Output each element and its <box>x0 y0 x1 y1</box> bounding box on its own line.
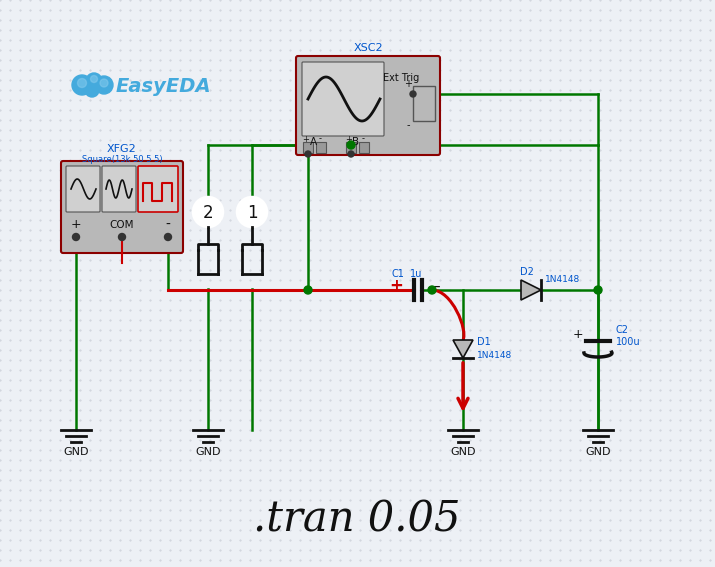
Text: D1: D1 <box>477 337 490 347</box>
Text: GND: GND <box>586 447 611 457</box>
Bar <box>413 86 435 121</box>
Circle shape <box>347 141 355 149</box>
Text: EasyEDA: EasyEDA <box>116 78 212 96</box>
Circle shape <box>594 286 602 294</box>
Text: 1u: 1u <box>410 269 422 279</box>
Text: -: - <box>406 120 410 130</box>
Polygon shape <box>453 340 473 358</box>
Circle shape <box>100 79 108 87</box>
FancyBboxPatch shape <box>102 166 136 212</box>
FancyBboxPatch shape <box>296 56 440 155</box>
Text: Square(13k 50 5 5): Square(13k 50 5 5) <box>82 154 162 163</box>
Circle shape <box>95 76 113 94</box>
Text: +: + <box>345 134 352 143</box>
Circle shape <box>304 286 312 294</box>
Text: –: – <box>432 278 440 294</box>
Text: COM: COM <box>109 220 134 230</box>
Text: C2: C2 <box>616 325 629 335</box>
Text: A: A <box>310 137 317 147</box>
Circle shape <box>428 286 436 294</box>
Text: GND: GND <box>195 447 221 457</box>
Text: .tran 0.05: .tran 0.05 <box>253 499 460 541</box>
FancyBboxPatch shape <box>61 161 183 253</box>
Text: XSC2: XSC2 <box>353 43 383 53</box>
FancyBboxPatch shape <box>138 166 178 212</box>
Circle shape <box>237 197 267 227</box>
Bar <box>346 142 356 153</box>
Polygon shape <box>521 280 541 300</box>
Circle shape <box>193 197 223 227</box>
Text: C1: C1 <box>392 269 405 279</box>
Text: +: + <box>389 277 403 295</box>
Text: B: B <box>352 137 360 147</box>
Circle shape <box>72 234 79 240</box>
Text: GND: GND <box>63 447 89 457</box>
Text: -: - <box>166 218 170 232</box>
Text: XFG2: XFG2 <box>107 144 137 154</box>
Text: 1N4148: 1N4148 <box>545 276 581 285</box>
Text: GND: GND <box>450 447 475 457</box>
Circle shape <box>119 234 126 240</box>
Text: 100u: 100u <box>616 337 641 347</box>
Text: +: + <box>71 218 82 231</box>
Text: D2: D2 <box>520 267 534 277</box>
Circle shape <box>86 73 102 89</box>
Bar <box>359 142 369 153</box>
Bar <box>316 142 326 153</box>
Circle shape <box>85 83 99 97</box>
FancyBboxPatch shape <box>66 166 100 212</box>
Text: 1: 1 <box>247 204 257 222</box>
Text: +: + <box>404 79 412 89</box>
Text: +: + <box>302 134 310 143</box>
Circle shape <box>72 75 92 95</box>
Text: 2: 2 <box>202 204 213 222</box>
Text: +: + <box>573 328 583 341</box>
Circle shape <box>91 75 97 83</box>
Bar <box>303 142 313 153</box>
Circle shape <box>77 78 87 87</box>
Circle shape <box>348 151 354 157</box>
Circle shape <box>410 91 416 97</box>
Text: Ext Trig: Ext Trig <box>383 73 419 83</box>
Circle shape <box>305 151 311 157</box>
Text: -: - <box>318 134 322 143</box>
Circle shape <box>164 234 172 240</box>
Text: -: - <box>362 134 365 143</box>
FancyBboxPatch shape <box>302 62 384 136</box>
Text: 1N4148: 1N4148 <box>477 352 512 361</box>
